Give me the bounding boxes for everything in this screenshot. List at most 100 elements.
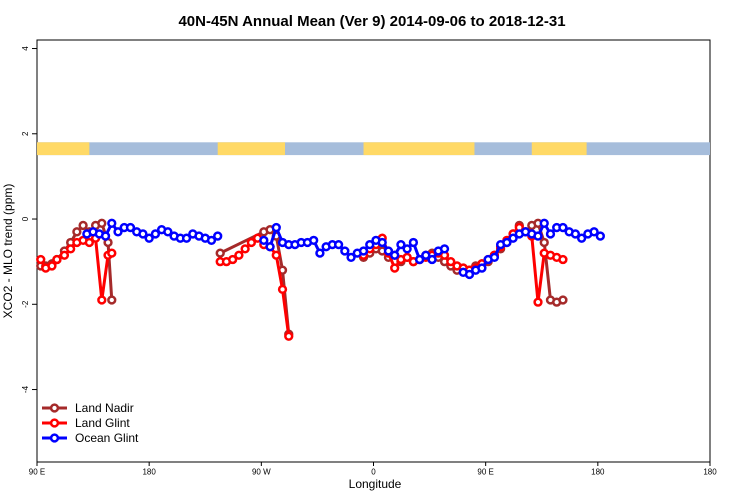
data-point [502, 237, 512, 248]
data-point [213, 231, 223, 241]
legend-item: Land Nadir [42, 401, 134, 415]
data-point [271, 250, 281, 260]
data-point [508, 233, 518, 243]
data-point [59, 250, 70, 260]
band-land [217, 142, 286, 156]
data-point [113, 227, 123, 237]
data-point [125, 222, 136, 233]
legend-marker [49, 433, 60, 443]
x-tick-label: 0 [371, 468, 376, 477]
legend-item: Land Glint [42, 416, 130, 430]
data-point [97, 295, 107, 305]
data-point [346, 252, 356, 263]
data-point [72, 227, 82, 237]
data-point [539, 237, 549, 248]
y-axis-label: XCO2 - MLO trend (ppm) [1, 184, 15, 319]
data-point [589, 227, 599, 237]
data-point [84, 237, 94, 248]
y-tick-label: 2 [21, 131, 30, 136]
data-point [52, 254, 62, 265]
data-point [333, 239, 344, 250]
data-point [66, 244, 76, 254]
x-tick-label: 90 W [252, 468, 271, 477]
data-point [408, 237, 419, 248]
data-point [100, 231, 111, 241]
data-point [181, 233, 192, 243]
data-point [228, 254, 238, 265]
data-point [265, 242, 275, 252]
data-point [390, 263, 400, 273]
data-point [107, 218, 117, 228]
data-point [595, 231, 605, 241]
data-point [277, 284, 288, 295]
series-group [36, 218, 605, 341]
x-tick-label: 180 [591, 468, 605, 477]
data-point [421, 250, 431, 260]
data-point [396, 239, 406, 250]
data-point [558, 295, 568, 305]
x-axis-label: Longitude [349, 477, 402, 491]
series-ocean-glint [82, 218, 605, 280]
data-point [340, 246, 350, 256]
data-point [570, 229, 581, 239]
data-point [464, 269, 475, 280]
data-point [365, 239, 375, 250]
data-point [315, 248, 325, 258]
data-point [358, 246, 369, 256]
data-point [240, 244, 250, 254]
chart-title: 40N-45N Annual Mean (Ver 9) 2014-09-06 t… [178, 13, 565, 30]
legend-label: Ocean Glint [75, 431, 139, 445]
data-point [390, 250, 400, 260]
band-land [37, 142, 90, 156]
data-point [377, 237, 387, 248]
data-point [309, 235, 319, 245]
band-land [531, 142, 587, 156]
data-point [446, 257, 456, 267]
data-point [150, 229, 161, 239]
data-point [163, 227, 173, 237]
data-point [539, 218, 549, 228]
y-tick-label: -2 [21, 300, 30, 308]
data-point [545, 229, 556, 239]
data-point [533, 231, 543, 241]
data-point [558, 222, 568, 233]
data-point [402, 252, 412, 263]
data-point [144, 233, 154, 243]
data-point [138, 229, 148, 239]
x-tick-label: 90 E [477, 468, 493, 477]
surface-band [37, 142, 710, 156]
y-tick-label: 4 [21, 46, 30, 51]
data-point [97, 218, 107, 228]
data-point [558, 254, 568, 265]
data-point [477, 263, 487, 273]
data-point [206, 235, 217, 245]
y-axis: 4 2 0 -2 -4 [21, 46, 37, 393]
band-land [363, 142, 475, 156]
data-point [36, 254, 46, 265]
data-point [47, 261, 57, 271]
legend-marker [49, 403, 60, 413]
data-point [533, 297, 543, 307]
data-point [414, 254, 425, 265]
legend-marker [49, 418, 60, 428]
series-land-nadir [36, 218, 568, 339]
legend-label: Land Nadir [75, 401, 134, 415]
data-point [383, 246, 394, 256]
data-point [107, 248, 117, 258]
data-point [489, 252, 500, 263]
x-tick-label: 90 E [29, 468, 45, 477]
data-point [215, 248, 225, 258]
legend-item: Ocean Glint [42, 431, 139, 445]
data-point [576, 233, 587, 243]
x-tick-label: 180 [703, 468, 717, 477]
data-point [259, 235, 269, 245]
legend-label: Land Glint [75, 416, 130, 430]
data-point [234, 250, 244, 260]
data-point [402, 244, 412, 254]
y-tick-label: -4 [21, 385, 30, 393]
data-point [284, 331, 294, 341]
data-point [246, 237, 257, 248]
data-point [427, 254, 437, 265]
